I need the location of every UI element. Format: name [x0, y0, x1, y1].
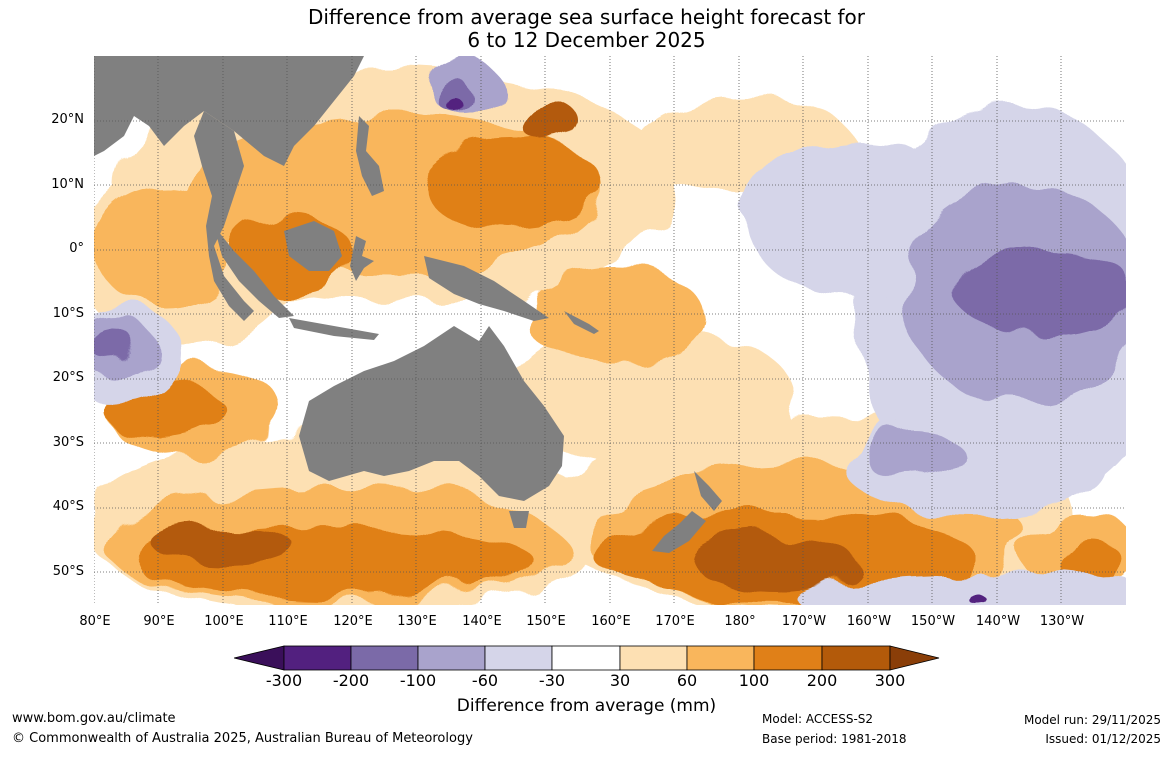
lon-label-130e: 130°E	[397, 614, 437, 629]
lat-label-40s: 40°S	[52, 499, 84, 514]
colorbar-bin-minus300-minus200	[283, 645, 352, 671]
lat-label-0: 0°	[69, 241, 84, 256]
lon-label-170e: 170°E	[655, 614, 695, 629]
land-asia	[94, 56, 364, 166]
lon-label-150e: 150°E	[526, 614, 566, 629]
lon-label-110e: 110°E	[268, 614, 308, 629]
land-new-guinea	[424, 256, 549, 321]
graticule	[94, 56, 1126, 605]
lon-label-160w: 160°W	[846, 614, 892, 629]
lon-label-140w: 140°W	[975, 614, 1021, 629]
colorbar-bin-minus200-minus100	[350, 645, 419, 671]
land-sumatra	[214, 226, 294, 318]
lon-label-140e: 140°E	[462, 614, 502, 629]
colorbar-tick-300: 300	[874, 671, 906, 690]
anomaly-brown	[154, 106, 854, 589]
land-borneo	[284, 221, 342, 271]
colorbar-tick-minus30: -30	[538, 671, 566, 690]
land-australia	[299, 326, 564, 501]
land-philippines	[356, 116, 384, 196]
colorbar-tick-200: 200	[806, 671, 838, 690]
colorbar-bin-minus100-minus60	[417, 645, 486, 671]
footer-url[interactable]: www.bom.gov.au/climate	[12, 711, 176, 726]
lon-label-160e: 160°E	[591, 614, 631, 629]
footer-model-run: Model run: 29/11/2025	[1023, 713, 1161, 727]
colorbar	[234, 645, 940, 671]
footer-copyright: © Commonwealth of Australia 2025, Austra…	[12, 731, 473, 746]
lon-label-170w: 170°W	[781, 614, 827, 629]
colorbar-tick-minus100: -100	[399, 671, 437, 690]
lat-label-50s: 50°S	[52, 564, 84, 579]
footer-model: Model: ACCESS-S2	[762, 712, 874, 726]
footer-base-period: Base period: 1981-2018	[762, 732, 907, 746]
lat-label-20n: 20°N	[51, 112, 84, 127]
lon-label-100e: 100°E	[204, 614, 244, 629]
colorbar-tick-minus300: -300	[265, 671, 303, 690]
colorbar-tick-minus60: -60	[471, 671, 499, 690]
colorbar-tick-minus200: -200	[332, 671, 370, 690]
colorbar-bin-minus30-30	[551, 645, 621, 671]
colorbar-bin-60-100	[686, 645, 755, 671]
lat-label-30s: 30°S	[52, 435, 84, 450]
colorbar-bin-minus60-minus30	[484, 645, 553, 671]
colorbar-title: Difference from average (mm)	[456, 696, 717, 716]
anomaly-dark-purple	[94, 80, 1126, 362]
land-new-zealand	[652, 471, 722, 553]
anomaly-deep-purple	[446, 97, 982, 602]
lat-label-10n: 10°N	[51, 177, 84, 192]
colorbar-bin-200-300	[821, 645, 891, 671]
land-tasmania	[509, 511, 529, 528]
map-title-line2: 6 to 12 December 2025	[467, 28, 706, 52]
land-java	[289, 318, 379, 340]
lon-label-130w: 130°W	[1039, 614, 1085, 629]
lat-label-10s: 10°S	[52, 306, 84, 321]
lon-label-80e: 80°E	[79, 614, 111, 629]
land-indochina	[194, 111, 254, 321]
lon-label-120e: 120°E	[333, 614, 373, 629]
lon-label-180: 180°	[724, 614, 756, 629]
colorbar-bin-100-200	[753, 645, 823, 671]
colorbar-tick-30: 30	[609, 671, 631, 690]
colorbar-tick-100: 100	[738, 671, 770, 690]
footer-issued: Issued: 01/12/2025	[1045, 732, 1161, 746]
sea-surface-height-map	[94, 56, 1126, 605]
land-solomons	[564, 311, 599, 334]
land	[94, 56, 722, 553]
lon-label-150w: 150°W	[910, 614, 956, 629]
lon-label-90e: 90°E	[143, 614, 175, 629]
colorbar-arrow-low	[234, 645, 285, 671]
colorbar-tick-60: 60	[676, 671, 698, 690]
colorbar-bin-30-60	[619, 645, 688, 671]
map-title-line1: Difference from average sea surface heig…	[307, 5, 866, 29]
colorbar-arrow-high	[889, 645, 940, 671]
lat-label-20s: 20°S	[52, 370, 84, 385]
land-sulawesi	[350, 236, 374, 281]
